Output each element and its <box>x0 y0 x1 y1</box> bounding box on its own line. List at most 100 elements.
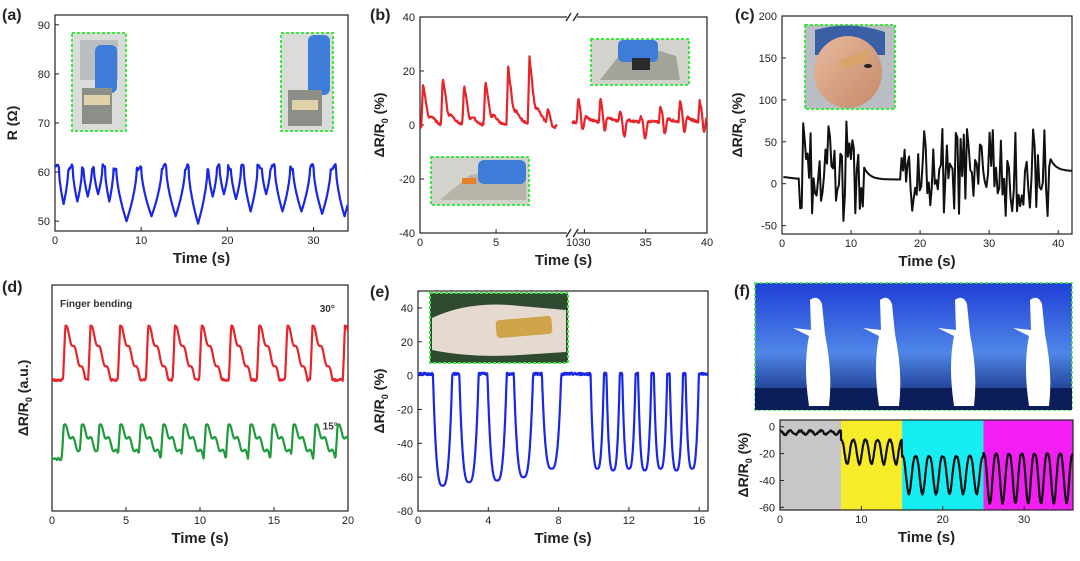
x-tick-label: 0 <box>415 515 421 527</box>
y-tick-label: -80 <box>397 506 413 518</box>
y-tick-label: 50 <box>765 137 777 149</box>
y-tick-label: -20 <box>399 174 415 186</box>
y-axis-label-subscript: 0 <box>744 458 754 463</box>
series-wrist-line <box>417 371 709 487</box>
x-tick-label: 5 <box>493 237 499 249</box>
series-label-30deg: 30° <box>320 304 335 315</box>
y-axis-label-subscript: 0 <box>380 118 390 123</box>
inset-photo-knee-straight <box>71 32 127 132</box>
y-axis-label-main: ΔR/R <box>15 402 31 436</box>
y-tick-label: 0 <box>771 179 777 191</box>
y-tick-label: 50 <box>38 216 50 228</box>
y-tick-label: 0 <box>409 120 415 132</box>
x-tick-label: 0 <box>49 515 55 527</box>
y-tick-label: 200 <box>759 11 777 23</box>
x-tick-label: 20 <box>937 514 949 526</box>
phase-band-3 <box>902 420 984 510</box>
y-axis-label-unit: (a.u.) <box>15 360 31 397</box>
series-resistance-line <box>53 162 349 225</box>
y-tick-label: 100 <box>759 95 777 107</box>
x-tick-label: 30 <box>1018 514 1030 526</box>
x-tick-label: 5 <box>123 515 129 527</box>
inset-photo-foot-down <box>430 156 530 206</box>
y-axis-label-subscript: 0 <box>24 397 34 402</box>
y-axis-label-unit: (%) <box>729 93 745 119</box>
y-tick-label: 90 <box>38 20 50 32</box>
axis-break-mark <box>565 12 572 22</box>
x-tick-label: 15 <box>268 515 280 527</box>
x-tick-label: 10 <box>135 235 147 247</box>
x-tick-label: 4 <box>485 515 491 527</box>
y-tick-label: -20 <box>759 449 775 461</box>
y-axis-label: ΔR/R0 (%) <box>729 93 748 158</box>
x-tick-label: 10 <box>855 514 867 526</box>
y-tick-label: -40 <box>397 438 413 450</box>
y-axis-label: ΔR/R0 (%) <box>371 369 390 434</box>
x-tick-label: 30 <box>307 235 319 247</box>
phase-band-4 <box>983 420 1073 510</box>
y-tick-label: 80 <box>38 69 50 81</box>
y-tick-label: -60 <box>397 472 413 484</box>
x-axis-label: Time (s) <box>173 250 230 267</box>
y-axis-label: R (Ω) <box>4 106 20 141</box>
x-tick-label: 20 <box>914 238 926 250</box>
series-label-15deg: 15° <box>323 422 338 433</box>
inset-photo-face <box>804 24 896 110</box>
y-tick-label: 150 <box>759 53 777 65</box>
y-tick-label: -40 <box>759 475 775 487</box>
y-axis-label-main: ΔR/R <box>735 463 751 497</box>
x-tick-label: 16 <box>693 515 705 527</box>
y-tick-label: -50 <box>761 221 777 233</box>
plot-frame <box>417 290 709 512</box>
inset-photo-breathing <box>754 282 1073 411</box>
y-tick-label: -40 <box>399 228 415 240</box>
y-tick-label: 40 <box>403 12 415 24</box>
y-tick-label: 70 <box>38 118 50 130</box>
series-strain-line-segment-1 <box>419 55 558 129</box>
plot-frame <box>781 15 1073 235</box>
axis-break-gap <box>567 229 578 237</box>
x-tick-label: 20 <box>342 515 354 527</box>
series-15deg-line <box>51 423 350 462</box>
x-tick-label: 30 <box>983 238 995 250</box>
x-axis-label: Time (s) <box>535 252 592 269</box>
x-axis-label: Time (s) <box>534 530 591 547</box>
x-tick-label: 12 <box>623 515 635 527</box>
y-tick-label: 40 <box>401 303 413 315</box>
x-tick-label: 35 <box>640 237 652 249</box>
y-axis-label-unit: (%) <box>371 369 387 395</box>
y-tick-label: 0 <box>407 371 413 383</box>
x-tick-label: 10 <box>845 238 857 250</box>
x-tick-label: 0 <box>777 514 783 526</box>
inset-photo-wrist <box>429 292 569 364</box>
annotation-finger-bending: Finger bending <box>60 299 132 310</box>
x-tick-label: 0 <box>779 238 785 250</box>
y-tick-label: 20 <box>403 66 415 78</box>
y-axis-label-subscript: 0 <box>738 118 748 123</box>
x-tick-label: 10 <box>566 237 578 249</box>
plot-frame <box>51 284 349 512</box>
x-axis-label: Time (s) <box>898 253 955 270</box>
y-axis-label-main: ΔR/R <box>729 123 745 157</box>
panel-label: (d) <box>2 279 22 296</box>
x-axis-label: Time (s) <box>898 529 955 546</box>
y-axis-label-unit: (%) <box>371 93 387 119</box>
panel-label: (e) <box>370 284 390 301</box>
panel-a-chart: 0 10 20 30 50 60 70 80 90 Time (s) R (Ω) (a) <box>2 7 349 267</box>
series-facial-motion-line <box>783 120 1073 222</box>
panel-label: (a) <box>2 7 22 24</box>
x-tick-label: 0 <box>52 235 58 247</box>
axis-break-mark <box>572 228 579 238</box>
x-axis-label: Time (s) <box>171 530 228 547</box>
y-axis-label-main: R (Ω) <box>4 106 20 141</box>
y-tick-label: 60 <box>38 167 50 179</box>
x-tick-label: 40 <box>701 237 713 249</box>
x-tick-label: 0 <box>417 237 423 249</box>
series-strain-line-segment-2 <box>571 97 708 140</box>
series-breathing-line <box>779 428 1074 505</box>
